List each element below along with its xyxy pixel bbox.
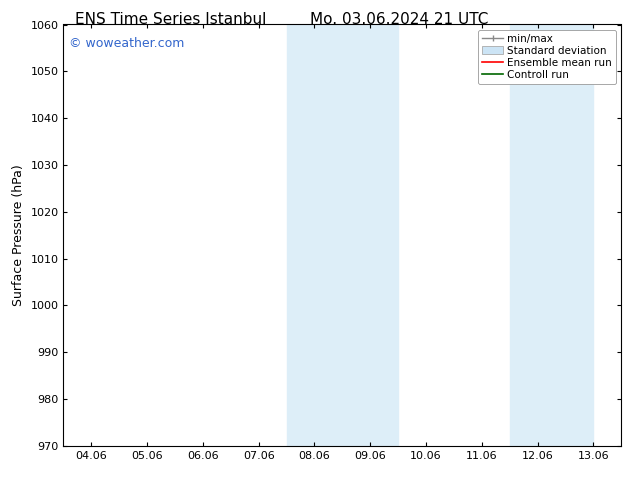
Text: ENS Time Series Istanbul: ENS Time Series Istanbul bbox=[75, 12, 267, 27]
Text: © woweather.com: © woweather.com bbox=[69, 37, 184, 50]
Bar bbox=[287, 24, 398, 446]
Text: Mo. 03.06.2024 21 UTC: Mo. 03.06.2024 21 UTC bbox=[310, 12, 489, 27]
Legend: min/max, Standard deviation, Ensemble mean run, Controll run: min/max, Standard deviation, Ensemble me… bbox=[478, 30, 616, 84]
Bar bbox=[510, 24, 593, 446]
Y-axis label: Surface Pressure (hPa): Surface Pressure (hPa) bbox=[12, 164, 25, 306]
